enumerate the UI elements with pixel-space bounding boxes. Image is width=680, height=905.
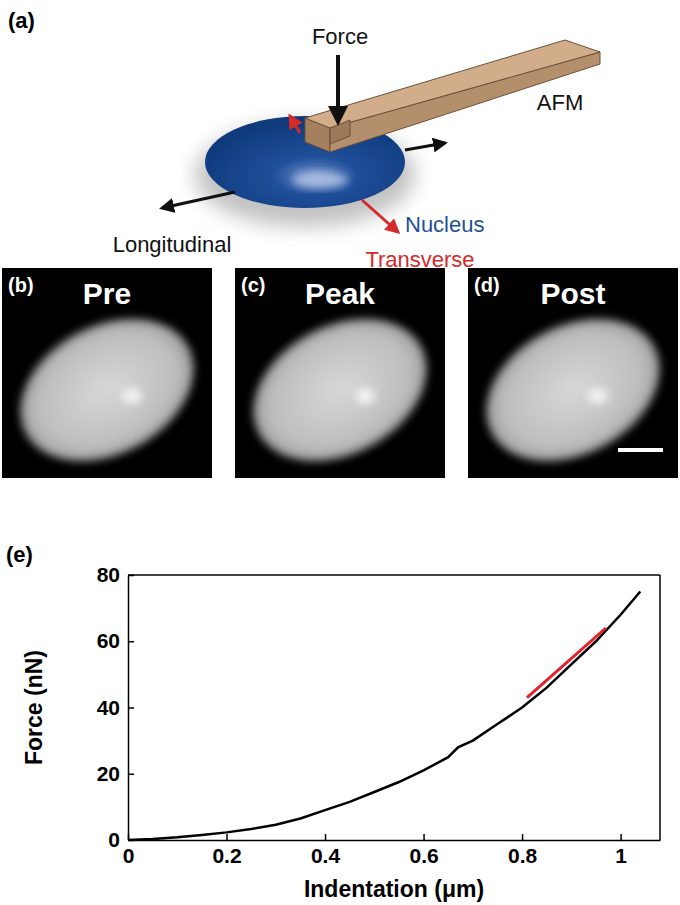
- tick-label: 1: [615, 844, 627, 867]
- y-axis-title: Force (nN): [21, 650, 47, 765]
- image-title: Peak: [305, 277, 375, 310]
- tick-label: 0: [108, 828, 120, 851]
- nucleus-spot: [588, 388, 608, 404]
- tick-mark: [522, 834, 524, 840]
- tick-mark: [620, 834, 622, 840]
- axis-line: [129, 840, 661, 842]
- transverse-arrow: [290, 116, 300, 133]
- image-panel: (d) Post: [462, 268, 680, 490]
- tick-label: 80: [97, 563, 120, 586]
- tick-mark: [226, 834, 228, 840]
- nucleus-image: [0, 290, 218, 489]
- panel-label: (e): [6, 542, 33, 567]
- tick-label: 0.4: [311, 844, 341, 867]
- image-title: Post: [540, 277, 605, 310]
- figure: (a)ForceAFMNucleusLongitudinalTransverse…: [0, 0, 680, 905]
- x-axis: 0 0.2 0.4 0.6 0.8 1: [123, 834, 661, 867]
- tick-label: 60: [97, 629, 120, 652]
- cantilever-top: [305, 40, 600, 128]
- fit-line: [527, 628, 606, 698]
- tick-label: 0.2: [212, 844, 241, 867]
- image-panel: (c) Peak: [229, 268, 452, 490]
- schematic-label: Force: [312, 24, 368, 49]
- plot-frame: [659, 575, 661, 840]
- nucleus-highlight: [292, 172, 348, 188]
- tick-mark: [128, 575, 134, 577]
- data-line: [128, 592, 640, 840]
- panel-label: (d): [474, 274, 500, 296]
- nucleus-spot: [122, 388, 142, 404]
- tick-mark: [128, 641, 134, 643]
- image-title: Pre: [83, 277, 131, 310]
- longitudinal-arrow: [162, 192, 235, 208]
- tick: 40: [97, 696, 134, 719]
- tick: 60: [97, 629, 134, 652]
- tick: 1: [615, 834, 627, 867]
- tick: 80: [97, 563, 134, 586]
- tick-label: 0: [123, 844, 135, 867]
- schematic-label: Longitudinal: [113, 232, 232, 257]
- nucleus-image: [229, 290, 452, 489]
- tick: 0.6: [409, 834, 438, 867]
- panel-label: (a): [8, 8, 35, 33]
- plot-frame: [128, 574, 660, 576]
- panel-label: (c): [241, 274, 265, 296]
- tick: 0.8: [508, 834, 538, 867]
- x-axis-title: Indentation (μm): [304, 876, 484, 902]
- schematic-label: Nucleus: [405, 212, 484, 237]
- image-panel: (b) Pre: [0, 268, 218, 490]
- tick: 0.4: [311, 834, 341, 867]
- tick-mark: [423, 834, 425, 840]
- tick: 20: [97, 762, 134, 785]
- tick-mark: [325, 834, 327, 840]
- tick-label: 0.8: [508, 844, 538, 867]
- tick-label: 20: [97, 762, 120, 785]
- schematic-label: AFM: [537, 90, 583, 115]
- force-arrow: [336, 55, 340, 122]
- tick-label: 0.6: [409, 844, 438, 867]
- tick-mark: [128, 707, 134, 709]
- transverse-arrow: [362, 200, 398, 232]
- tick-label: 40: [97, 696, 120, 719]
- cantilever-side: [330, 120, 350, 144]
- tick-mark: [128, 774, 134, 776]
- panel-a: (a)ForceAFMNucleusLongitudinalTransverse: [8, 8, 600, 272]
- y-axis: 0 20 40 60 80: [97, 563, 134, 851]
- tick: 0.2: [212, 834, 241, 867]
- nucleus-image: [462, 290, 680, 489]
- nucleus-spot: [355, 388, 375, 404]
- scale-bar: [618, 448, 663, 452]
- longitudinal-arrow: [405, 143, 445, 150]
- plot-area: [128, 592, 640, 840]
- panel-label: (b): [8, 274, 34, 296]
